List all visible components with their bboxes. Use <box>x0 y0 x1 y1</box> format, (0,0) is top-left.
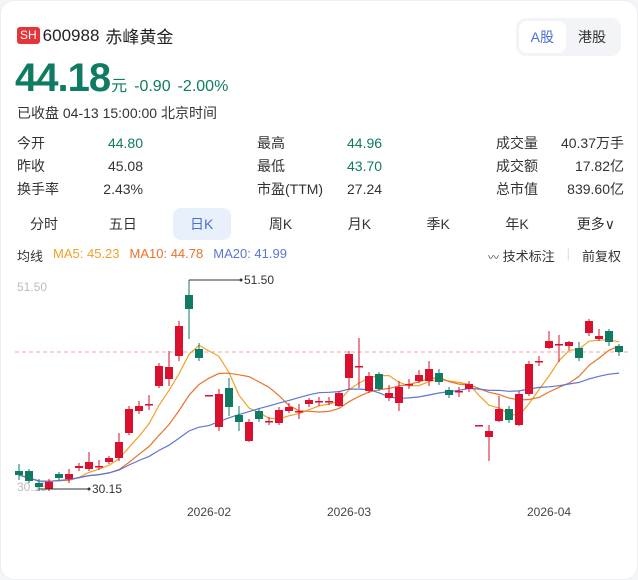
price-unit: 元 <box>111 78 128 95</box>
tab-intraday[interactable]: 分时 <box>30 216 58 232</box>
stat-pe: 27.24 <box>347 180 383 197</box>
svg-text:51.50: 51.50 <box>244 273 274 287</box>
stat-label: 成交量 <box>496 134 538 151</box>
stock-header: SH 600988 赤峰黄金 <box>17 23 173 48</box>
stats-col-1: 今开 44.80 昨收 45.08 换手率 2.43% <box>17 131 143 200</box>
tech-annotation-label: 技术标注 <box>502 249 555 264</box>
stat-open: 44.80 <box>107 134 143 151</box>
tab-weekly-k[interactable]: 周K <box>268 216 293 232</box>
ma10-value: MA10: 44.78 <box>129 246 204 261</box>
tab-yearly-k[interactable]: 年K <box>505 216 529 232</box>
stat-label: 最高 <box>257 134 285 151</box>
tech-annotation-button[interactable]: 〰 技术标注 <box>488 246 555 265</box>
chart-tools: 〰 技术标注 | 前复权 <box>488 246 621 265</box>
stat-high: 44.96 <box>347 134 383 151</box>
tab-more[interactable]: 更多∨ <box>576 216 616 232</box>
tab-quarterly-k[interactable]: 季K <box>426 216 450 232</box>
stat-market-cap: 839.60亿 <box>567 180 624 197</box>
current-price: 44.18 <box>15 56 111 100</box>
market-switch: A股 港股 <box>515 18 621 56</box>
stock-name: 赤峰黄金 <box>105 28 174 47</box>
divider: | <box>566 246 570 261</box>
ma-label: 均线 <box>17 249 44 264</box>
stats-col-2: 最高 44.96 最低 43.70 市盈(TTM) 27.24 <box>257 131 385 200</box>
exchange-badge: SH <box>17 27 40 44</box>
adjust-button[interactable]: 前复权 <box>581 249 621 264</box>
period-tabs: 分时 五日 日K 周K 月K 季K 年K 更多∨ <box>15 208 625 240</box>
x-axis-label: 2026-02 <box>187 505 232 519</box>
price-row: 44.18 元 -0.90 -2.00% <box>15 56 228 101</box>
stat-prev-close: 45.08 <box>107 157 143 174</box>
stat-volume: 40.37万手 <box>560 134 624 151</box>
tab-daily-k[interactable]: 日K <box>172 208 231 240</box>
x-axis-label: 2026-04 <box>527 505 572 519</box>
tab-a-share[interactable]: A股 <box>518 21 566 53</box>
stat-label: 成交额 <box>496 157 538 174</box>
stat-turnover: 2.43% <box>103 180 143 197</box>
stat-low: 43.70 <box>347 157 383 174</box>
x-axis-label: 2026-03 <box>327 505 372 519</box>
stat-label: 市盈(TTM) <box>257 180 324 197</box>
stat-label: 今开 <box>17 134 45 151</box>
stat-label: 最低 <box>257 157 285 174</box>
tab-hk-share[interactable]: 港股 <box>578 29 606 45</box>
tab-monthly-k[interactable]: 月K <box>347 216 372 232</box>
stat-label: 总市值 <box>496 180 538 197</box>
price-change: -0.90 <box>134 78 171 95</box>
stat-amount: 17.82亿 <box>574 157 624 174</box>
svg-text:51.50: 51.50 <box>17 280 47 294</box>
svg-text:30.15: 30.15 <box>92 482 122 496</box>
ma5-value: MA5: 45.23 <box>53 246 120 261</box>
tab-five-day[interactable]: 五日 <box>108 216 137 232</box>
ma-legend: 均线 MA5: 45.23 MA10: 44.78 MA20: 41.99 <box>17 246 287 265</box>
price-change-pct: -2.00% <box>177 78 229 95</box>
stats-col-3: 成交量 40.37万手 成交额 17.82亿 总市值 839.60亿 <box>496 131 624 200</box>
market-status: 已收盘 04-13 15:00:00 北京时间 <box>17 105 217 121</box>
wave-icon: 〰 <box>487 252 499 264</box>
ma20-value: MA20: 41.99 <box>213 246 287 261</box>
stat-label: 昨收 <box>17 157 45 174</box>
stat-label: 换手率 <box>17 180 59 197</box>
stock-code: 600988 <box>42 25 100 45</box>
